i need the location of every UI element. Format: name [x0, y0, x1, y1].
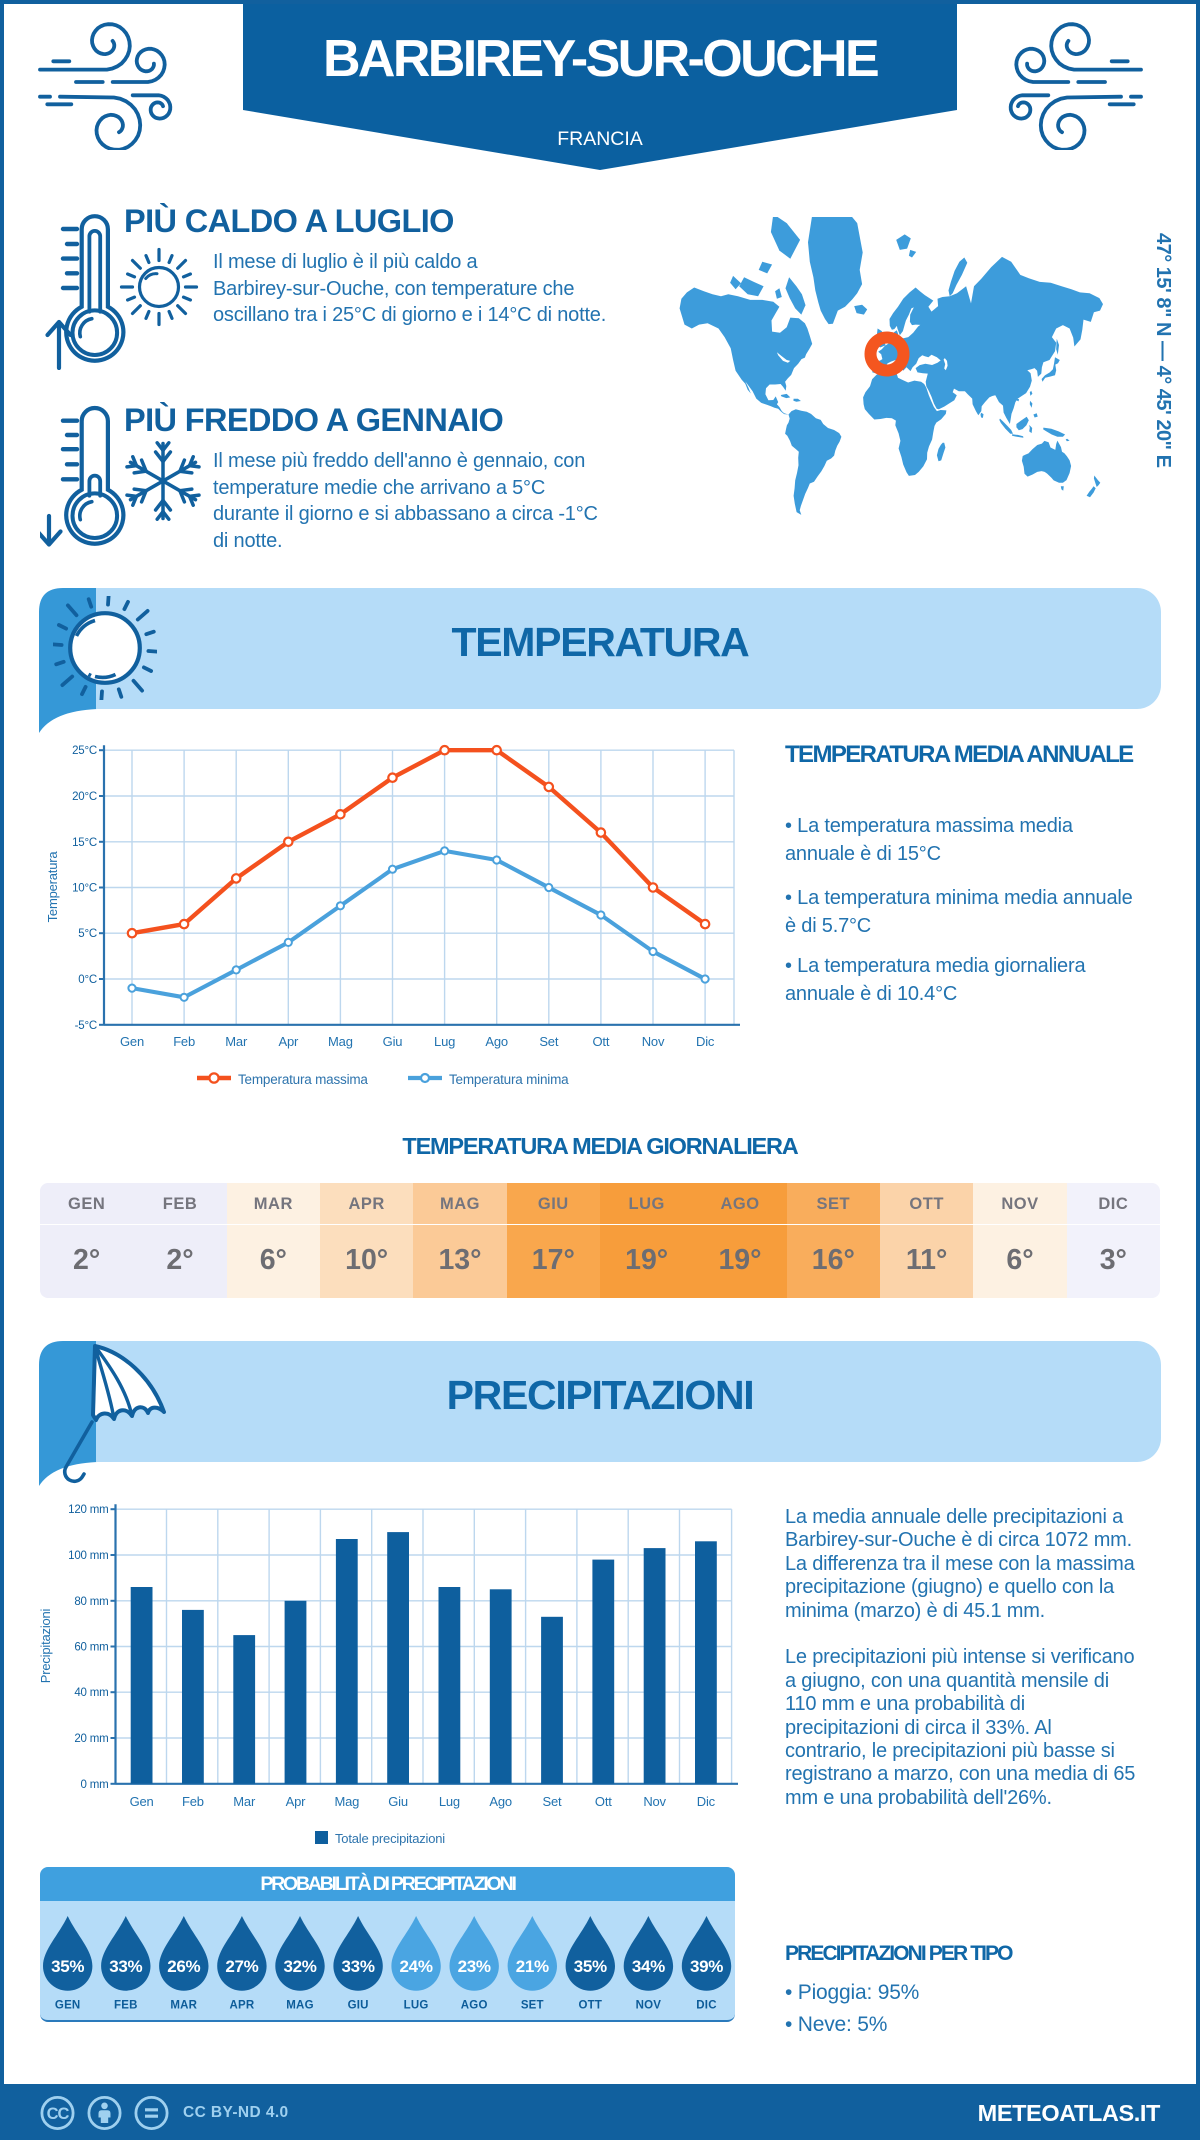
- svg-text:Temperatura minima: Temperatura minima: [449, 1072, 569, 1087]
- svg-text:Ott: Ott: [593, 1034, 610, 1049]
- svg-text:AGO: AGO: [461, 1999, 488, 2011]
- svg-text:Ago: Ago: [489, 1794, 512, 1809]
- svg-text:Gen: Gen: [130, 1794, 154, 1809]
- svg-text:15°C: 15°C: [72, 837, 97, 849]
- svg-text:Gen: Gen: [120, 1034, 144, 1049]
- svg-text:-5°C: -5°C: [75, 1020, 97, 1032]
- svg-text:32%: 32%: [283, 1957, 316, 1976]
- svg-text:20°C: 20°C: [72, 791, 97, 803]
- svg-text:Dic: Dic: [697, 1794, 716, 1809]
- svg-text:100 mm: 100 mm: [68, 1550, 108, 1562]
- svg-text:35%: 35%: [51, 1957, 84, 1976]
- svg-text:CC: CC: [47, 2105, 70, 2123]
- svg-text:Ago: Ago: [485, 1034, 508, 1049]
- svg-text:80 mm: 80 mm: [74, 1596, 108, 1608]
- svg-text:Mar: Mar: [225, 1034, 248, 1049]
- svg-text:NOV: NOV: [636, 1999, 662, 2011]
- svg-text:25°C: 25°C: [72, 745, 97, 757]
- svg-text:Lug: Lug: [439, 1794, 460, 1809]
- svg-text:120 mm: 120 mm: [68, 1504, 108, 1516]
- svg-text:GEN: GEN: [55, 1999, 81, 2011]
- svg-text:DIC: DIC: [696, 1999, 716, 2011]
- svg-text:Giu: Giu: [383, 1034, 403, 1049]
- svg-text:MAG: MAG: [286, 1999, 313, 2011]
- svg-text:33%: 33%: [109, 1957, 142, 1976]
- svg-text:GIU: GIU: [348, 1999, 369, 2011]
- svg-text:Temperatura massima: Temperatura massima: [238, 1072, 368, 1087]
- svg-text:Nov: Nov: [643, 1794, 666, 1809]
- svg-text:APR: APR: [229, 1999, 254, 2011]
- svg-text:40 mm: 40 mm: [74, 1687, 108, 1699]
- svg-text:34%: 34%: [632, 1957, 665, 1976]
- svg-text:Mag: Mag: [328, 1034, 353, 1049]
- svg-text:Dic: Dic: [696, 1034, 715, 1049]
- svg-text:Mag: Mag: [334, 1794, 359, 1809]
- svg-text:0 mm: 0 mm: [81, 1779, 109, 1791]
- svg-text:Set: Set: [543, 1794, 563, 1809]
- svg-text:33%: 33%: [342, 1957, 375, 1976]
- svg-text:Apr: Apr: [286, 1794, 307, 1809]
- svg-text:Giu: Giu: [388, 1794, 408, 1809]
- svg-text:10°C: 10°C: [72, 883, 97, 895]
- svg-text:Feb: Feb: [173, 1034, 195, 1049]
- svg-text:MAR: MAR: [170, 1999, 197, 2011]
- svg-text:Apr: Apr: [278, 1034, 299, 1049]
- svg-text:35%: 35%: [574, 1957, 607, 1976]
- svg-text:26%: 26%: [167, 1957, 200, 1976]
- svg-text:LUG: LUG: [404, 1999, 429, 2011]
- svg-text:OTT: OTT: [578, 1999, 602, 2011]
- svg-text:24%: 24%: [400, 1957, 433, 1976]
- svg-text:23%: 23%: [458, 1957, 491, 1976]
- svg-text:Set: Set: [539, 1034, 559, 1049]
- svg-text:39%: 39%: [690, 1957, 723, 1976]
- svg-text:Feb: Feb: [182, 1794, 204, 1809]
- svg-text:5°C: 5°C: [78, 928, 97, 940]
- svg-text:0°C: 0°C: [78, 974, 97, 986]
- svg-text:27%: 27%: [225, 1957, 258, 1976]
- svg-text:Totale precipitazioni: Totale precipitazioni: [335, 1831, 445, 1846]
- svg-text:Nov: Nov: [642, 1034, 665, 1049]
- svg-text:SET: SET: [521, 1999, 544, 2011]
- svg-text:Mar: Mar: [233, 1794, 256, 1809]
- svg-text:21%: 21%: [516, 1957, 549, 1976]
- svg-text:Precipitazioni: Precipitazioni: [38, 1608, 53, 1683]
- svg-text:Temperatura: Temperatura: [45, 851, 60, 923]
- svg-text:60 mm: 60 mm: [74, 1642, 108, 1654]
- svg-text:20 mm: 20 mm: [74, 1733, 108, 1745]
- svg-text:FEB: FEB: [114, 1999, 138, 2011]
- svg-text:Lug: Lug: [434, 1034, 455, 1049]
- svg-text:Ott: Ott: [595, 1794, 612, 1809]
